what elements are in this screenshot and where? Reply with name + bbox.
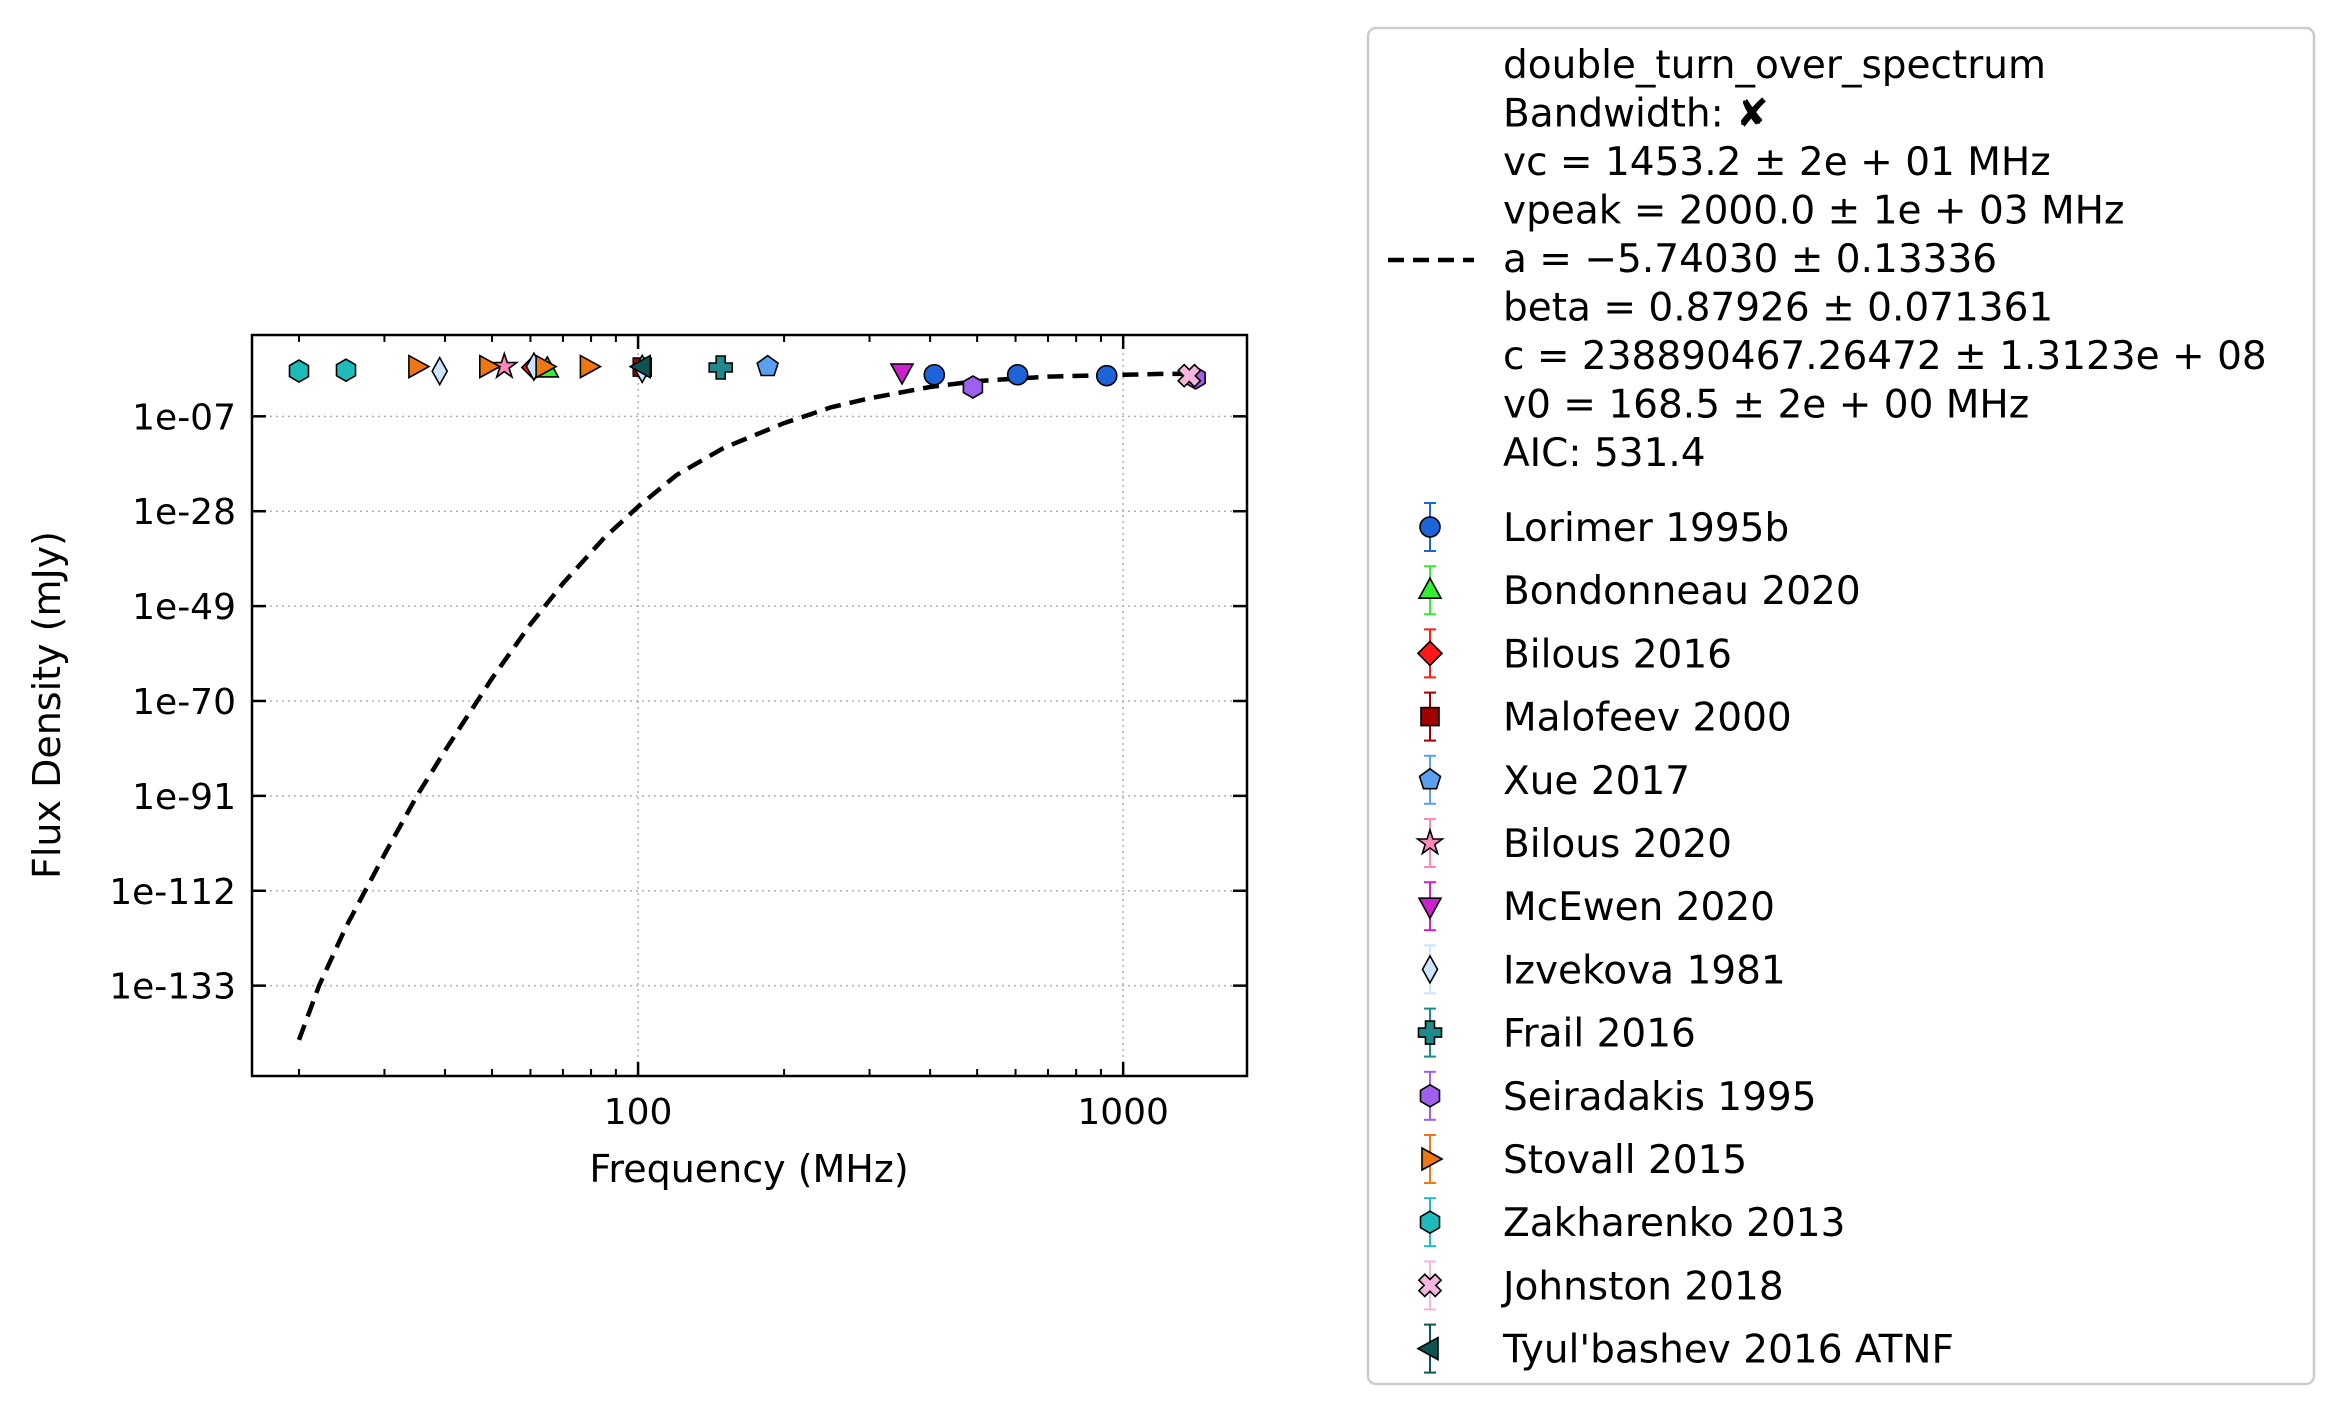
fit-curve-group bbox=[296, 371, 1202, 1041]
plot-frame bbox=[250, 333, 1249, 1078]
legend-marker bbox=[1417, 1020, 1443, 1045]
legend-marker bbox=[1420, 706, 1440, 727]
data-point bbox=[408, 354, 431, 379]
legend-box bbox=[1366, 26, 2316, 1386]
data-point bbox=[579, 354, 603, 379]
data-point bbox=[923, 363, 946, 386]
legend-marker bbox=[1417, 897, 1443, 920]
legend-marker bbox=[1415, 827, 1445, 856]
legend-marker bbox=[1416, 640, 1444, 667]
y-tick-label: 1e-07 bbox=[132, 397, 236, 438]
data-point bbox=[431, 355, 449, 387]
legend-marker bbox=[1419, 1210, 1441, 1235]
legend-series-label: Tyul'bashev 2016 ATNF bbox=[1502, 1328, 1954, 1373]
x-axis-label: Frequency (MHz) bbox=[589, 1147, 908, 1191]
legend-marker bbox=[1421, 1146, 1444, 1172]
data-point bbox=[288, 359, 310, 384]
legend-series-label: Izvekova 1981 bbox=[1503, 948, 1786, 993]
legend-series-label: Stovall 2015 bbox=[1503, 1138, 1747, 1183]
legend-fit-text: c = 238890467.26472 ± 1.3123e + 08 bbox=[1503, 334, 2267, 379]
legend-fit-text: vc = 1453.2 ± 2e + 01 MHz bbox=[1503, 140, 2051, 185]
y-tick-label: 1e-133 bbox=[109, 967, 236, 1008]
data-point bbox=[628, 354, 652, 379]
legend-marker bbox=[1419, 516, 1441, 538]
y-tick-label: 1e-112 bbox=[109, 872, 236, 913]
legend-fit-text: AIC: 531.4 bbox=[1503, 431, 1706, 476]
data-points-group bbox=[288, 351, 1206, 399]
legend-series-label: Lorimer 1995b bbox=[1503, 506, 1789, 551]
y-axis-label: Flux Density (mJy) bbox=[25, 531, 69, 879]
data-point bbox=[756, 354, 780, 377]
legend-marker bbox=[1419, 1083, 1441, 1108]
legend-fit-text: double_turn_over_spectrum bbox=[1503, 43, 2046, 88]
data-point bbox=[962, 375, 984, 399]
legend-fit-text: Bandwidth: ✘ bbox=[1503, 92, 1769, 137]
legend-series-label: Bilous 2016 bbox=[1503, 632, 1732, 677]
legend-fit-text: v0 = 168.5 ± 2e + 00 MHz bbox=[1503, 383, 2029, 428]
axis-ticks-group: 100 1000 1e-07 1e-28 1e-49 1e-70 1e-91 1e-112 1e… bbox=[109, 335, 1247, 1133]
data-point bbox=[1095, 364, 1118, 387]
legend-marker bbox=[1417, 576, 1443, 600]
y-tick-label: 1e-28 bbox=[132, 492, 236, 533]
legend-fit-text: vpeak = 2000.0 ± 1e + 03 MHz bbox=[1503, 189, 2124, 234]
legend-series-label: Frail 2016 bbox=[1503, 1012, 1696, 1057]
data-point bbox=[889, 363, 915, 386]
data-point bbox=[335, 358, 357, 383]
legend-series-label: Malofeev 2000 bbox=[1503, 696, 1792, 741]
legend-marker bbox=[1417, 1273, 1443, 1298]
legend-series-entries: Lorimer 1995b Bondonneau 2020 Bilous 2016 M… bbox=[1415, 502, 1954, 1374]
legend-series-label: Zakharenko 2013 bbox=[1503, 1201, 1845, 1246]
legend-marker bbox=[1418, 767, 1442, 790]
legend-fit-text: beta = 0.87926 ± 0.071361 bbox=[1503, 286, 2053, 331]
y-tick-label: 1e-49 bbox=[132, 587, 236, 628]
plot-grid bbox=[252, 335, 1247, 1076]
data-point bbox=[1177, 363, 1202, 388]
legend-series-label: Bondonneau 2020 bbox=[1503, 569, 1861, 614]
legend-marker bbox=[1416, 1336, 1439, 1361]
fit-curve-line bbox=[296, 371, 1202, 1041]
data-point bbox=[489, 351, 520, 380]
legend-series-label: Xue 2017 bbox=[1503, 759, 1690, 804]
legend-series-label: Johnston 2018 bbox=[1500, 1264, 1784, 1309]
x-tick-label: 1000 bbox=[1077, 1092, 1169, 1133]
y-tick-label: 1e-70 bbox=[132, 682, 236, 723]
y-tick-label: 1e-91 bbox=[132, 777, 236, 818]
legend-marker bbox=[1421, 954, 1439, 985]
legend-series-label: Bilous 2020 bbox=[1503, 822, 1732, 867]
x-tick-label: 100 bbox=[604, 1092, 673, 1133]
data-point bbox=[478, 354, 502, 379]
legend-series-label: McEwen 2020 bbox=[1503, 885, 1775, 930]
data-point bbox=[535, 354, 558, 379]
data-point bbox=[1006, 363, 1029, 386]
legend-series-label: Seiradakis 1995 bbox=[1503, 1075, 1817, 1120]
data-point bbox=[708, 355, 734, 380]
legend-fit-text: a = −5.74030 ± 0.13336 bbox=[1503, 237, 1997, 282]
